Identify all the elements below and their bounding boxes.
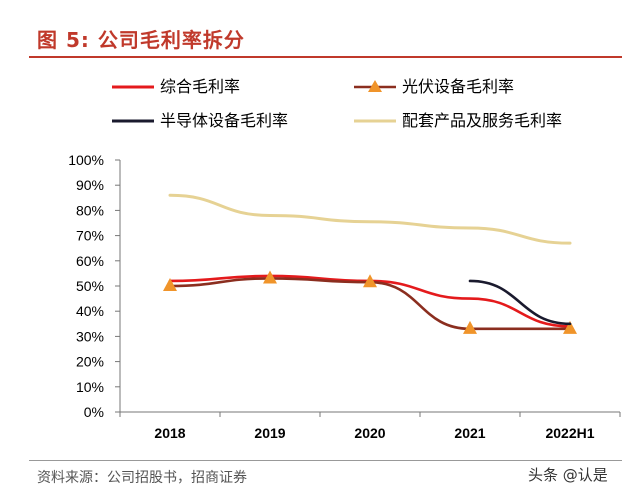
legend-swatch-pv xyxy=(354,80,396,92)
x-tick-label: 2021 xyxy=(454,425,485,441)
series-line-3 xyxy=(168,193,572,245)
y-tick-label: 20% xyxy=(76,354,104,370)
y-tick-label: 30% xyxy=(76,328,104,344)
data-point-marker xyxy=(363,274,377,288)
legend-label: 配套产品及服务毛利率 xyxy=(402,111,563,130)
x-tick-label: 2019 xyxy=(254,425,285,441)
y-tick-label: 80% xyxy=(76,202,104,218)
y-tick-label: 60% xyxy=(76,253,104,269)
title-divider xyxy=(29,56,622,58)
legend-swatch-overall xyxy=(112,85,154,89)
y-tick-label: 0% xyxy=(84,404,104,420)
footer-divider xyxy=(29,460,622,461)
y-tick-label: 10% xyxy=(76,379,104,395)
x-tick-label: 2022H1 xyxy=(545,425,594,441)
legend-label: 光伏设备毛利率 xyxy=(402,77,515,96)
source-note: 资料来源：公司招股书，招商证券 xyxy=(37,470,247,486)
data-point-marker xyxy=(163,278,177,291)
y-tick-label: 50% xyxy=(76,278,104,294)
chart-title: 图 5: 公司毛利率拆分 xyxy=(37,28,245,52)
legend-label: 半导体设备毛利率 xyxy=(160,111,289,130)
data-point-marker xyxy=(563,320,577,334)
data-point-marker xyxy=(463,320,477,334)
legend-label: 综合毛利率 xyxy=(160,77,241,96)
y-tick-label: 40% xyxy=(76,303,104,319)
y-tick-label: 70% xyxy=(76,228,104,244)
x-tick-label: 2018 xyxy=(154,425,185,441)
legend-swatch-services xyxy=(354,119,396,123)
y-tick-label: 100% xyxy=(68,152,104,168)
series-line-2 xyxy=(468,279,572,326)
y-tick-label: 90% xyxy=(76,177,104,193)
data-point-marker xyxy=(263,270,277,284)
legend-swatch-semiconductor xyxy=(112,119,154,123)
watermark: 头条 @认是 xyxy=(528,466,608,484)
x-tick-label: 2020 xyxy=(354,425,385,441)
